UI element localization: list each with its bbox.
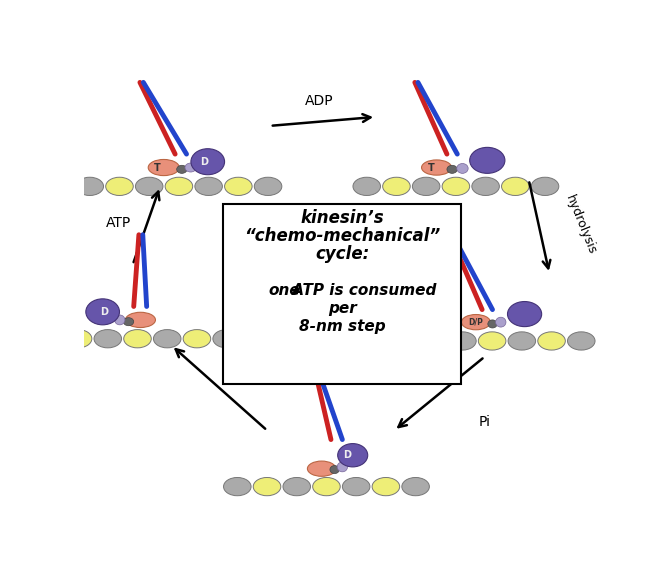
Ellipse shape bbox=[442, 178, 470, 196]
Ellipse shape bbox=[35, 329, 62, 348]
Text: cycle:: cycle: bbox=[315, 244, 369, 262]
Ellipse shape bbox=[372, 477, 399, 496]
Ellipse shape bbox=[115, 315, 125, 325]
Ellipse shape bbox=[94, 329, 122, 348]
Ellipse shape bbox=[353, 178, 381, 196]
Ellipse shape bbox=[76, 178, 104, 196]
Ellipse shape bbox=[383, 178, 410, 196]
Ellipse shape bbox=[478, 332, 506, 350]
Ellipse shape bbox=[447, 165, 458, 173]
Text: D/P: D/P bbox=[468, 318, 484, 327]
Ellipse shape bbox=[213, 329, 240, 348]
Text: D: D bbox=[343, 450, 351, 460]
Ellipse shape bbox=[253, 477, 281, 496]
Text: kinesin’s: kinesin’s bbox=[301, 209, 384, 227]
Ellipse shape bbox=[568, 332, 595, 350]
Ellipse shape bbox=[313, 477, 340, 496]
Ellipse shape bbox=[255, 178, 282, 196]
Ellipse shape bbox=[343, 477, 370, 496]
Ellipse shape bbox=[472, 178, 500, 196]
Text: 8-nm step: 8-nm step bbox=[299, 319, 385, 333]
Ellipse shape bbox=[330, 466, 339, 474]
Ellipse shape bbox=[224, 178, 252, 196]
Ellipse shape bbox=[283, 477, 311, 496]
FancyBboxPatch shape bbox=[223, 204, 462, 384]
Ellipse shape bbox=[508, 301, 542, 327]
Ellipse shape bbox=[106, 178, 133, 196]
Ellipse shape bbox=[531, 178, 559, 196]
Text: Pi: Pi bbox=[479, 414, 491, 428]
Ellipse shape bbox=[502, 178, 529, 196]
Ellipse shape bbox=[195, 178, 222, 196]
Ellipse shape bbox=[154, 329, 181, 348]
Ellipse shape bbox=[449, 332, 476, 350]
Ellipse shape bbox=[419, 332, 446, 350]
Ellipse shape bbox=[165, 178, 192, 196]
Ellipse shape bbox=[64, 329, 92, 348]
Ellipse shape bbox=[183, 329, 210, 348]
Ellipse shape bbox=[86, 299, 120, 325]
Ellipse shape bbox=[337, 462, 347, 472]
Text: per: per bbox=[328, 301, 357, 316]
Ellipse shape bbox=[126, 313, 156, 328]
Ellipse shape bbox=[124, 329, 151, 348]
Ellipse shape bbox=[389, 332, 417, 350]
Ellipse shape bbox=[402, 477, 430, 496]
Text: T: T bbox=[154, 162, 161, 172]
Text: D: D bbox=[100, 307, 108, 317]
Ellipse shape bbox=[224, 477, 251, 496]
Ellipse shape bbox=[422, 160, 452, 175]
Text: T: T bbox=[428, 162, 435, 172]
Ellipse shape bbox=[457, 164, 468, 173]
Text: one: one bbox=[269, 283, 300, 298]
Ellipse shape bbox=[191, 149, 224, 175]
Text: D: D bbox=[200, 157, 208, 166]
Ellipse shape bbox=[307, 461, 336, 476]
Text: ADP: ADP bbox=[305, 94, 333, 108]
Ellipse shape bbox=[412, 178, 440, 196]
Ellipse shape bbox=[185, 163, 196, 172]
Ellipse shape bbox=[136, 178, 163, 196]
Ellipse shape bbox=[496, 317, 506, 327]
Ellipse shape bbox=[338, 443, 367, 467]
Ellipse shape bbox=[488, 320, 497, 328]
Text: hydrolysis: hydrolysis bbox=[562, 193, 599, 256]
Ellipse shape bbox=[462, 314, 490, 330]
Ellipse shape bbox=[148, 159, 179, 176]
Ellipse shape bbox=[538, 332, 565, 350]
Text: ATP is consumed: ATP is consumed bbox=[287, 283, 437, 298]
Ellipse shape bbox=[470, 147, 505, 173]
Ellipse shape bbox=[176, 165, 187, 173]
Text: ATP: ATP bbox=[106, 216, 132, 230]
Text: “chemo-mechanical”: “chemo-mechanical” bbox=[244, 226, 440, 244]
Ellipse shape bbox=[508, 332, 536, 350]
Ellipse shape bbox=[124, 318, 134, 326]
